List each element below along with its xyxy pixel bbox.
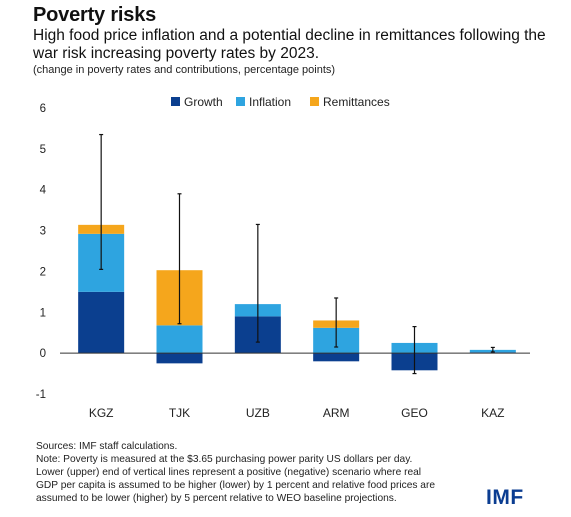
- bar-segment-inflation: [156, 325, 203, 354]
- bar-segment-growth: [313, 353, 360, 362]
- legend-swatch-inflation: [236, 97, 245, 106]
- y-tick-label: 2: [40, 266, 46, 278]
- note-line: Note: Poverty is measured at the $3.65 p…: [36, 454, 413, 465]
- note-line: Lower (upper) end of vertical lines repr…: [36, 467, 422, 478]
- y-tick-label: 3: [40, 226, 46, 238]
- x-tick-label: UZB: [246, 406, 270, 420]
- chart-title: Poverty risks: [33, 4, 157, 26]
- footnotes: Sources: IMF staff calculations. Note: P…: [36, 440, 476, 505]
- x-tick-label: ARM: [323, 406, 350, 420]
- x-tick-label: KAZ: [481, 406, 504, 420]
- legend-label: Inflation: [249, 95, 291, 109]
- y-tick-label: 4: [40, 185, 47, 197]
- legend-label: Growth: [184, 95, 223, 109]
- bar-segment-growth: [78, 291, 125, 354]
- legend: Growth Inflation Remittances: [171, 95, 390, 109]
- source-note: Sources: IMF staff calculations.: [36, 441, 178, 452]
- y-tick-label: -1: [36, 389, 46, 401]
- error-bars: [99, 133, 495, 375]
- unit-note: (change in poverty rates and contributio…: [33, 64, 336, 76]
- y-tick-label: 5: [40, 144, 46, 156]
- y-tick-label: 0: [40, 348, 46, 360]
- x-tick-label: TJK: [169, 406, 190, 420]
- y-tick-label: 1: [40, 307, 46, 319]
- y-tick-label: 6: [40, 103, 46, 115]
- imf-logo: IMF: [486, 486, 524, 509]
- stacked-bar-chart: Growth Inflation Remittances -1 0 1 2 3 4 5 6 KGZ…: [36, 95, 530, 420]
- note-line: GDP per capita is assumed to be higher (…: [36, 480, 436, 491]
- x-axis: KGZ TJK UZB ARM GEO KAZ: [89, 406, 505, 420]
- x-tick-label: KGZ: [89, 406, 114, 420]
- bar-segment-growth: [156, 353, 203, 364]
- x-tick-label: GEO: [401, 406, 428, 420]
- legend-swatch-growth: [171, 97, 180, 106]
- legend-swatch-remittances: [310, 97, 319, 106]
- y-axis: -1 0 1 2 3 4 5 6: [36, 103, 47, 401]
- bars: [78, 224, 516, 371]
- legend-label: Remittances: [323, 95, 390, 109]
- note-line: assumed to be lower (higher) by 5 percen…: [36, 493, 397, 504]
- chart-subtitle: High food price inflation and a potentia…: [33, 27, 546, 62]
